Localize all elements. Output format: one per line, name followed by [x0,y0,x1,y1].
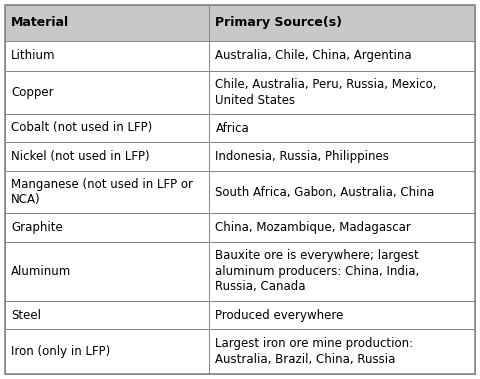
Bar [5,5,209,41]
Text: Manganese (not used in LFP or
NCA): Manganese (not used in LFP or NCA) [11,178,193,206]
Bar [5,213,209,242]
Bar [209,5,475,41]
Bar [209,142,475,171]
Text: Material: Material [11,16,69,29]
Text: Bauxite ore is everywhere; largest
aluminum producers: China, India,
Russia, Can: Bauxite ore is everywhere; largest alumi… [216,249,420,293]
Text: Africa: Africa [216,122,249,135]
Text: Copper: Copper [11,86,54,99]
Text: Indonesia, Russia, Philippines: Indonesia, Russia, Philippines [216,150,389,163]
Text: China, Mozambique, Madagascar: China, Mozambique, Madagascar [216,221,411,234]
Text: Iron (only in LFP): Iron (only in LFP) [11,345,110,358]
Bar [209,171,475,213]
Text: Lithium: Lithium [11,49,56,62]
Text: Graphite: Graphite [11,221,63,234]
Text: South Africa, Gabon, Australia, China: South Africa, Gabon, Australia, China [216,186,435,199]
Bar [5,142,209,171]
Bar [209,41,475,71]
Bar [5,114,209,142]
Text: Nickel (not used in LFP): Nickel (not used in LFP) [11,150,150,163]
Bar [209,329,475,374]
Bar [209,114,475,142]
Text: Largest iron ore mine production:
Australia, Brazil, China, Russia: Largest iron ore mine production: Austra… [216,337,414,366]
Bar [209,71,475,114]
Bar [5,171,209,213]
Bar [209,213,475,242]
Bar [5,242,209,301]
Text: Produced everywhere: Produced everywhere [216,309,344,321]
Text: Chile, Australia, Peru, Russia, Mexico,
United States: Chile, Australia, Peru, Russia, Mexico, … [216,78,437,106]
Bar [209,242,475,301]
Text: Steel: Steel [11,309,41,321]
Text: Australia, Chile, China, Argentina: Australia, Chile, China, Argentina [216,49,412,62]
Text: Primary Source(s): Primary Source(s) [216,16,342,29]
Text: Cobalt (not used in LFP): Cobalt (not used in LFP) [11,122,152,135]
Bar [209,301,475,329]
Bar [5,301,209,329]
Bar [5,41,209,71]
Bar [5,329,209,374]
Text: Aluminum: Aluminum [11,265,71,278]
Bar [5,71,209,114]
